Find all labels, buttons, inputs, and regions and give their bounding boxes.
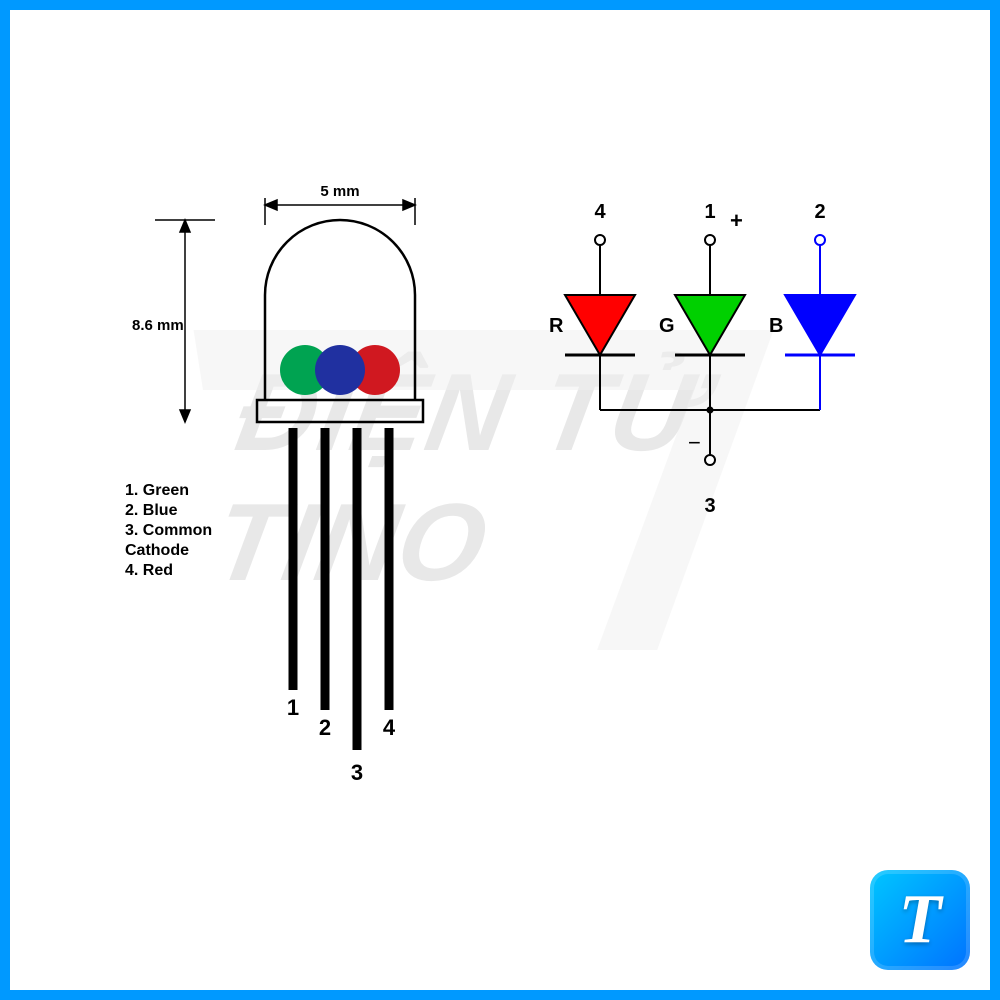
diode-B [785,295,855,355]
diode-letter-R: R [549,315,564,337]
legend-line: 1. Green [125,482,189,499]
minus-label: − [688,430,701,455]
legend-line: 2. Blue [125,502,178,519]
dim-height-label: 8.6 mm [132,317,184,334]
pin-label-2: 2 [319,715,331,740]
watermark: ĐIỆN TỬ TINO [137,330,773,650]
diagram-canvas: ĐIỆN TỬ TINO 5 mm 8.6 mm [10,10,990,990]
legend-line: Cathode [125,542,189,559]
pin-3 [353,428,362,750]
watermark-line2: TINO [205,482,497,604]
pin-2 [321,428,330,710]
pin-1 [289,428,298,690]
pin-legend: 1. Green 2. Blue 3. Common Cathode 4. Red [125,482,212,579]
blue-dot [315,345,365,395]
sch-pin-4: 4 [594,201,606,223]
brand-logo: T [870,870,970,970]
sch-pin-1: 1 [704,201,715,223]
pin-label-1: 1 [287,695,299,720]
pin-4 [385,428,394,710]
diode-letter-B: B [769,315,783,337]
dim-width-label: 5 mm [320,183,359,200]
common-terminal [705,455,715,465]
brand-logo-letter: T [899,880,942,960]
terminal-icon [815,235,825,245]
pin-label-4: 4 [383,715,396,740]
legend-line: 4. Red [125,562,173,579]
plus-label: + [730,208,743,233]
terminal-icon [705,235,715,245]
led-pin-labels: 1234 [287,695,396,785]
sch-pin-2: 2 [814,201,825,223]
image-frame: { "canvas":{"width":1000,"height":1000,"… [0,0,1000,1000]
diode-letter-G: G [659,315,675,337]
terminal-icon [595,235,605,245]
legend-line: 3. Common [125,522,212,539]
common-pin-label: 3 [704,495,715,517]
pin-label-3: 3 [351,760,363,785]
